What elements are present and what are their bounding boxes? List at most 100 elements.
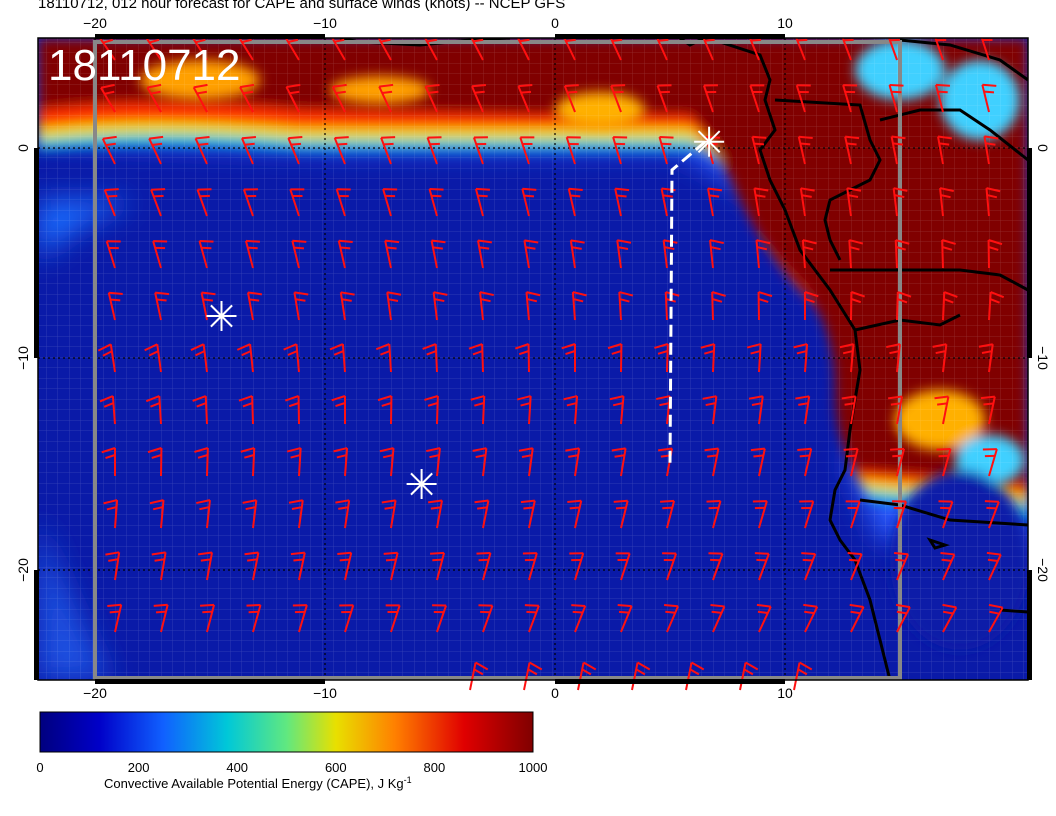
wind-barb (242, 499, 258, 529)
y-ticks-left: 0 −10 −20 (15, 144, 31, 582)
wind-barb (246, 604, 262, 633)
wind-barb (845, 500, 861, 529)
wind-barb (284, 38, 300, 61)
colorbar-tick: 1000 (519, 760, 548, 775)
wind-barb (103, 499, 119, 529)
colorbar-title-main: Convective Available Potential Energy (C… (104, 776, 404, 791)
wind-barb (561, 343, 576, 372)
wind-barb (563, 395, 579, 425)
wind-barb (148, 135, 164, 165)
x-tick-label: −20 (83, 685, 107, 701)
wind-barb (844, 135, 860, 165)
wind-barb (658, 136, 674, 165)
wind-barb (339, 604, 355, 633)
wind-barb (739, 661, 759, 691)
wind-barb (516, 38, 530, 61)
wind-barb (934, 38, 947, 61)
wind-barb (941, 239, 956, 269)
wind-barb (470, 38, 484, 61)
wind-barb (331, 395, 346, 424)
wind-barb (523, 239, 539, 269)
wind-barb (755, 239, 771, 269)
wind-barb (426, 136, 442, 165)
wind-barb (707, 187, 722, 217)
wind-barb (942, 291, 958, 321)
wind-barb (145, 395, 162, 425)
wind-barb (751, 135, 767, 165)
wind-barb (242, 188, 258, 217)
wind-barb (432, 291, 448, 321)
wind-barb (247, 291, 262, 321)
wind-barb (757, 291, 773, 321)
wind-barb (934, 395, 950, 425)
wind-barb (618, 291, 634, 321)
wind-barb (191, 38, 208, 61)
wind-barb (335, 188, 351, 217)
y-tick-label: −20 (1035, 558, 1051, 582)
wind-barb (612, 136, 628, 165)
wind-barb (198, 551, 213, 581)
wind-barb (614, 187, 630, 217)
x-ticks-bottom: −20 −10 0 10 (83, 685, 793, 701)
wind-barb (285, 83, 301, 113)
wind-barb (656, 84, 672, 113)
wind-barb (936, 448, 952, 477)
wind-barb (381, 499, 397, 529)
wind-barb (937, 135, 952, 165)
wind-barb (846, 187, 862, 217)
wind-barb (934, 83, 950, 113)
wind-barb (479, 291, 494, 321)
wind-barb (472, 447, 488, 477)
wind-barb (567, 187, 583, 217)
wind-barb (888, 84, 904, 113)
asterisk-marker (406, 469, 437, 499)
wind-barb (519, 136, 535, 165)
wind-barb (804, 291, 819, 320)
wind-barb (563, 84, 579, 113)
wind-barb (938, 500, 954, 529)
wind-barb (986, 551, 1002, 581)
y-tick-label: −20 (15, 558, 31, 582)
wind-barb (428, 188, 444, 217)
wind-barb (103, 188, 119, 217)
wind-barb (430, 239, 446, 269)
wind-barb (939, 187, 954, 217)
wind-barb (518, 447, 534, 477)
wind-barb (756, 603, 772, 633)
wind-barb (752, 500, 768, 529)
x-ticks-top: −20 −10 0 10 (83, 15, 793, 31)
x-tick-label: 10 (777, 685, 793, 701)
wind-barb (153, 603, 169, 633)
wind-barb (609, 395, 625, 425)
cape-field (38, 38, 1028, 680)
wind-barb (801, 239, 817, 269)
wind-barb (841, 395, 857, 425)
wind-barb (981, 83, 997, 113)
domain-box (93, 40, 902, 680)
wind-barb (523, 661, 543, 691)
wind-barb (377, 38, 392, 61)
wind-barb (474, 499, 490, 529)
wind-barb (517, 84, 533, 113)
wind-barb (803, 603, 819, 633)
wind-barb (478, 604, 494, 633)
wind-barb (241, 135, 257, 165)
wind-barb (569, 239, 585, 269)
wind-barb (385, 604, 401, 633)
wind-barb (375, 343, 392, 373)
wind-barb (200, 291, 216, 321)
wind-barb (424, 395, 439, 425)
wind-barb (236, 343, 254, 373)
y-tick-label: −10 (1035, 346, 1051, 370)
wind-barb (795, 395, 811, 425)
wind-barb (469, 661, 489, 691)
wind-barb (285, 395, 300, 425)
wind-barb (200, 603, 216, 633)
wind-barb (151, 551, 167, 581)
colorbar-tick: 800 (424, 760, 446, 775)
wind-barb (660, 499, 676, 529)
wind-barb (287, 136, 303, 165)
y-tick-label: 0 (1035, 144, 1051, 152)
wind-barb (793, 343, 809, 373)
wind-barb (430, 551, 446, 581)
